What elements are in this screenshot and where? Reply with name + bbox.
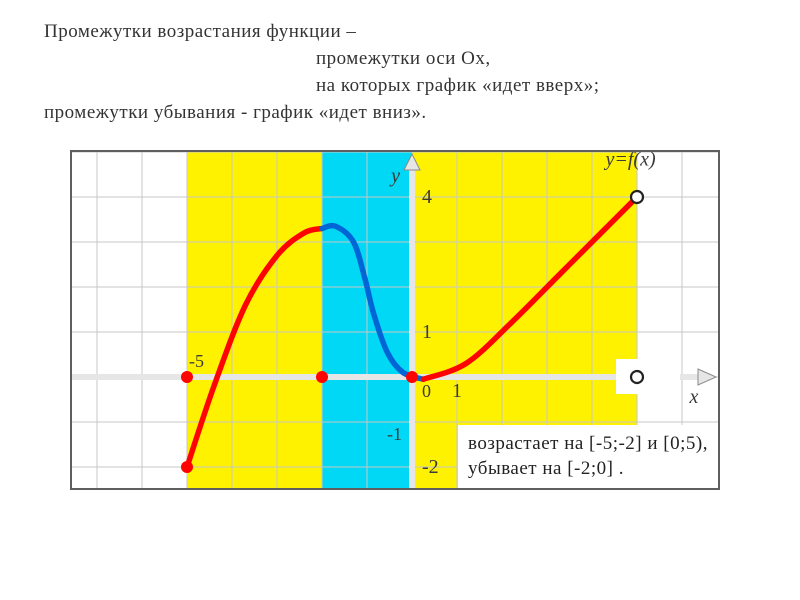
answer-line-2: убывает на [-2;0] . <box>468 456 708 482</box>
heading-line-2: промежутки оси Ох, <box>316 45 491 73</box>
svg-text:x: x <box>689 386 699 408</box>
heading-line-3: на которых график «идет вверх»; <box>316 72 600 100</box>
chart-frame: -5 4 1 -1 0 1 -2 y x y=f(x) возрастает на [-5;-2]… <box>70 150 720 490</box>
svg-text:0: 0 <box>422 381 431 401</box>
white-plate <box>616 359 680 394</box>
svg-text:1: 1 <box>422 321 432 343</box>
svg-text:-1: -1 <box>387 424 402 444</box>
svg-text:y=f(x): y=f(x) <box>604 152 656 171</box>
heading-line-4: промежутки убывания - график «идет вниз»… <box>44 99 427 127</box>
heading-line-1: Промежутки возрастания функции – <box>44 18 356 46</box>
svg-text:y: y <box>389 165 400 187</box>
svg-text:1: 1 <box>452 380 462 402</box>
svg-text:-2: -2 <box>422 456 439 478</box>
answer-box: возрастает на [-5;-2] и [0;5), убывает н… <box>458 425 718 488</box>
svg-text:4: 4 <box>422 186 432 208</box>
answer-line-1: возрастает на [-5;-2] и [0;5), <box>468 431 708 457</box>
svg-text:-5: -5 <box>189 351 204 371</box>
